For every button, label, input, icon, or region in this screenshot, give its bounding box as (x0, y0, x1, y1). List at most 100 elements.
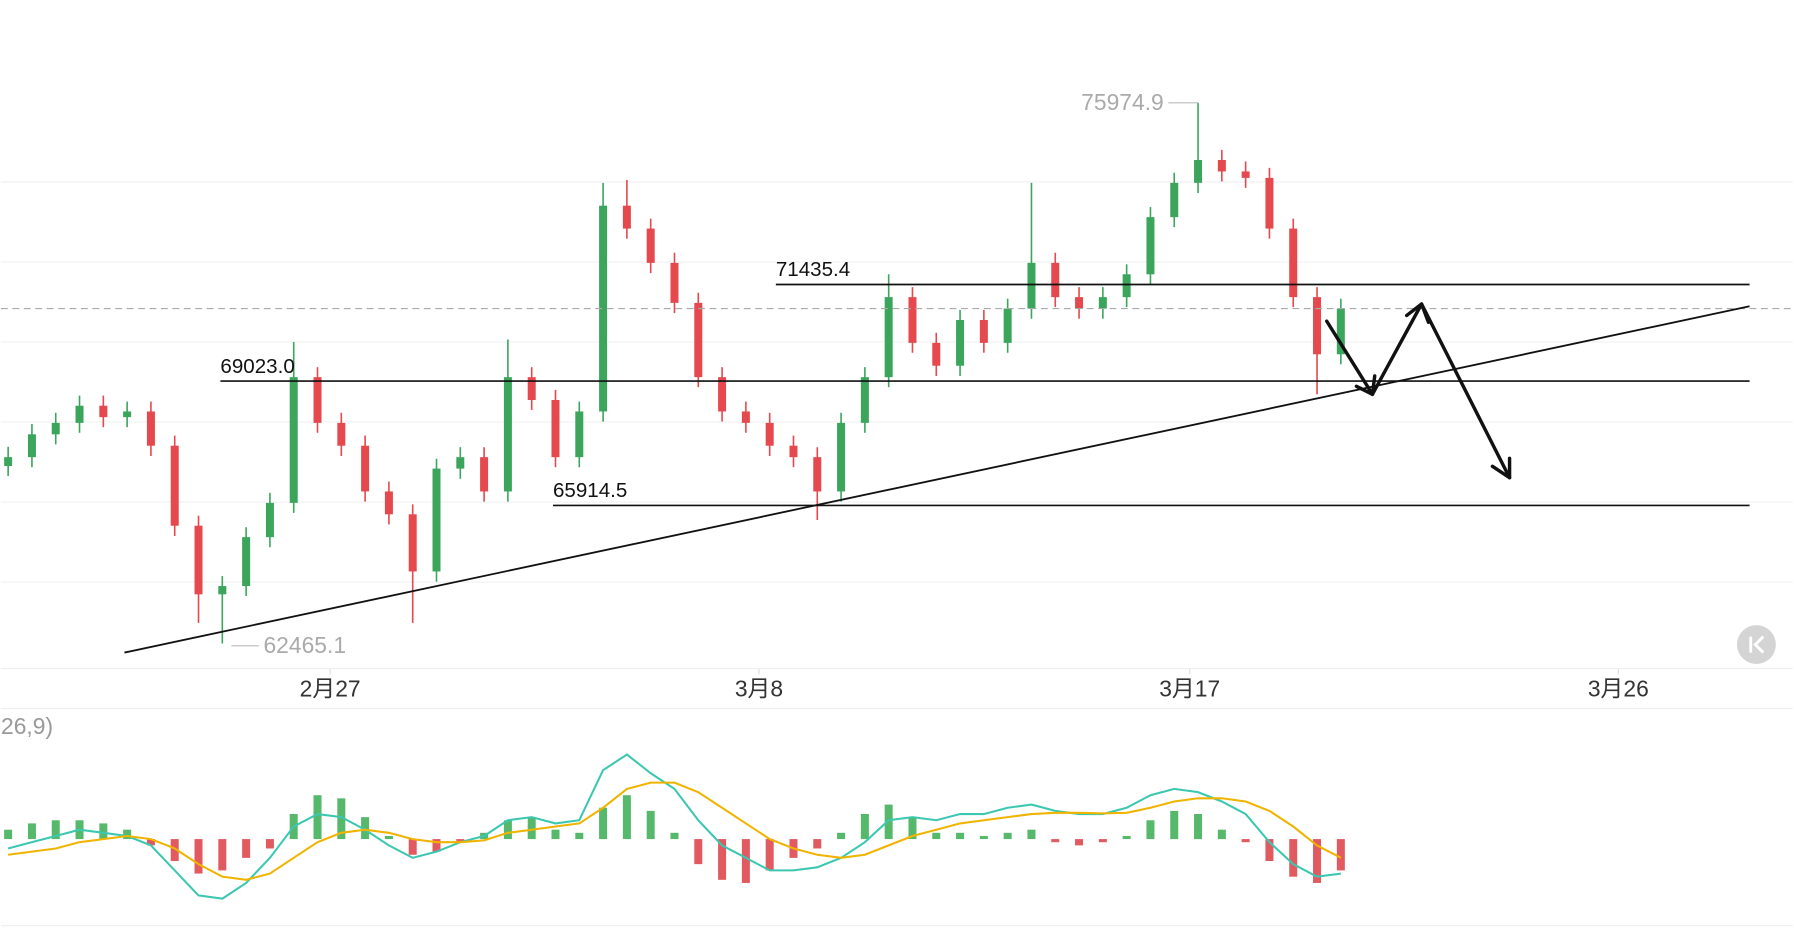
macd-bar (1194, 814, 1203, 840)
macd-bar (1051, 839, 1060, 843)
macd-bar (1098, 839, 1107, 843)
return-button[interactable] (1737, 625, 1776, 664)
macd-bar (99, 823, 108, 840)
macd-bar (741, 839, 750, 883)
x-tick-label: 3月8 (735, 675, 783, 701)
macd-bar (361, 817, 370, 840)
candle-body (813, 457, 822, 492)
candle-body (1289, 228, 1298, 298)
macd-bar (932, 832, 941, 840)
macd-bar (646, 810, 655, 840)
candle-body (75, 405, 84, 423)
candle-body (1336, 308, 1345, 355)
macd-bar (432, 839, 441, 852)
candle-body (170, 445, 179, 526)
arrows (1324, 302, 1512, 480)
macd-bar (884, 804, 893, 840)
macd-bar (123, 829, 132, 840)
macd-bar (170, 839, 179, 862)
macd-bar (765, 839, 774, 871)
macd-bar (146, 839, 155, 846)
candle-body (527, 377, 536, 401)
macd-panel (4, 753, 1345, 900)
candle-body (1027, 262, 1036, 309)
candle-body (1217, 159, 1226, 172)
candle-body (503, 377, 512, 492)
candle-body (622, 205, 631, 229)
macd-bar (860, 814, 869, 840)
macd-label: 26,9) (1, 713, 53, 739)
macd-bar (337, 798, 346, 840)
candle-body (146, 411, 155, 446)
candle-body (575, 411, 584, 458)
candle-body (27, 434, 36, 458)
level-label: 65914.5 (553, 479, 627, 502)
candle-body (932, 342, 941, 366)
candle-body (361, 445, 370, 492)
candle-body (480, 457, 489, 492)
macd-bar (979, 835, 988, 840)
candle-body (1051, 262, 1060, 298)
candle-body (908, 297, 917, 343)
candle-body (1122, 274, 1131, 298)
candle-body (860, 377, 869, 423)
candle-body (979, 320, 988, 343)
annotations: 75974.9 62465.1 71435.4 69023.0 65914.5 (1, 89, 1793, 658)
candle-body (408, 514, 417, 572)
candle-body (289, 377, 298, 503)
x-tick-label: 2月27 (300, 675, 361, 701)
macd-bar (1170, 810, 1179, 840)
candle-body (51, 422, 60, 435)
macd-bar (51, 820, 60, 840)
macd-bar (527, 817, 536, 840)
candle-body (1075, 297, 1084, 309)
macd-bar (194, 839, 203, 874)
macd-bar (670, 832, 679, 840)
macd-bar (1003, 832, 1012, 840)
candle-body (1241, 171, 1250, 178)
macd-bar (242, 839, 251, 858)
candle-body (718, 377, 727, 412)
candle-body (218, 586, 227, 595)
macd-bar (575, 832, 584, 840)
candle-body (194, 525, 203, 595)
x-tick-label: 3月17 (1159, 675, 1220, 701)
macd-bar (1313, 839, 1322, 883)
macd-bar (1146, 820, 1155, 840)
grid: 2月27 3月8 3月17 3月26 (1, 181, 1793, 701)
candle-body (765, 422, 774, 446)
candle-body (337, 422, 346, 446)
candle-body (837, 422, 846, 492)
arrow (1324, 319, 1375, 396)
candle-body (1003, 308, 1012, 343)
candle-body (670, 262, 679, 303)
candle-body (99, 405, 108, 418)
candle-body (1098, 297, 1107, 309)
candle-body (265, 502, 274, 538)
macd-bar (1027, 829, 1036, 840)
candle-body (4, 457, 13, 467)
candle-body (313, 377, 322, 423)
candle-body (956, 320, 965, 366)
level-label: 69023.0 (220, 355, 294, 378)
low-label: 62465.1 (263, 632, 346, 658)
x-tick-label: 3月26 (1588, 675, 1649, 701)
high-label: 75974.9 (1081, 89, 1164, 115)
macd-bar (27, 823, 36, 840)
macd-bar (551, 829, 560, 840)
macd-bar (1265, 839, 1274, 862)
macd-bar (456, 839, 465, 843)
macd-bar (1289, 839, 1298, 877)
arrow-head (1490, 456, 1512, 480)
candle-body (884, 297, 893, 378)
macd-bar (408, 839, 417, 855)
level-label: 71435.4 (776, 258, 850, 281)
candle-body (1313, 297, 1322, 355)
button-icon[interactable] (1749, 635, 1765, 654)
macd-bar (1241, 839, 1250, 843)
candle-body (1146, 217, 1155, 275)
candle-body (646, 228, 655, 263)
macd-bar (313, 795, 322, 840)
